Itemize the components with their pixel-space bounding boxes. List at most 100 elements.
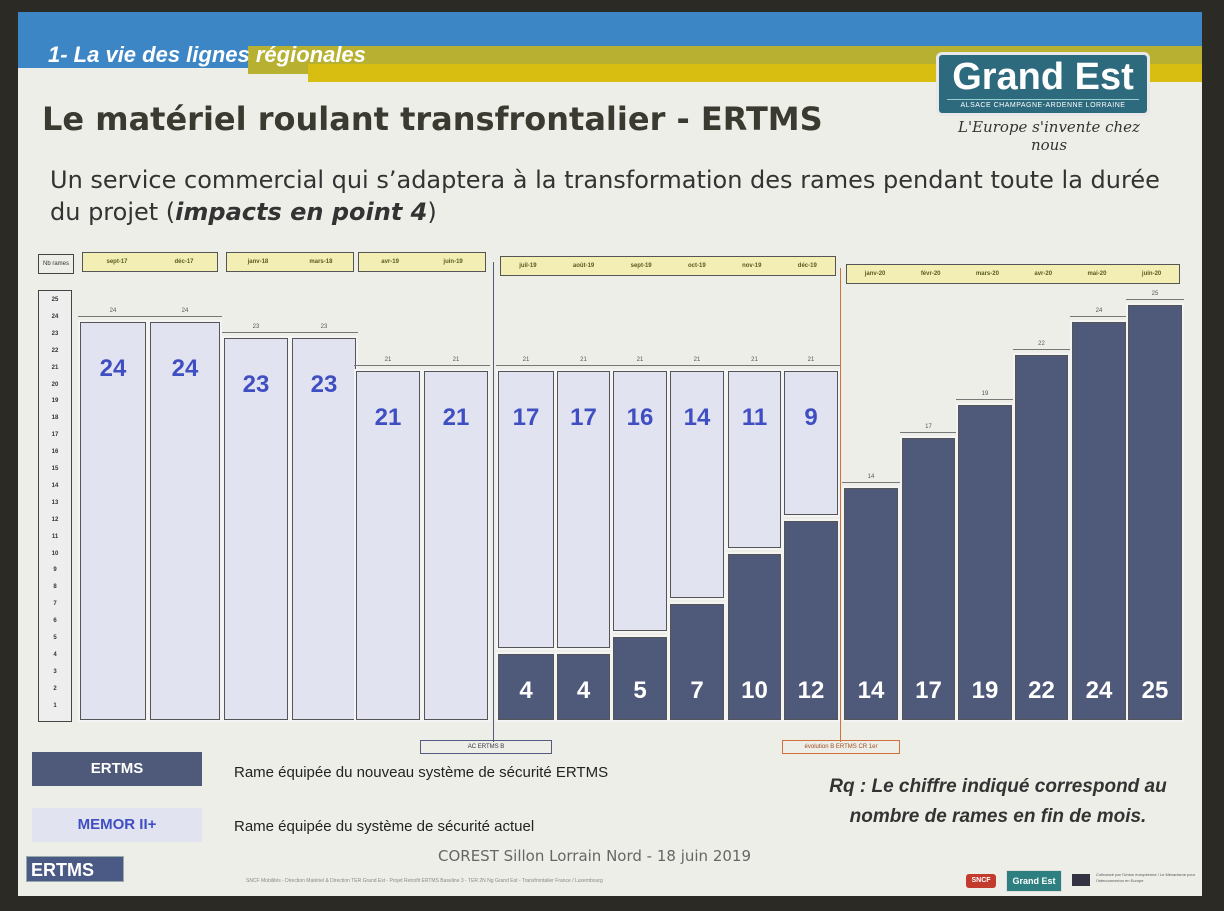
total-label: 24	[181, 307, 189, 314]
bar-memor: 21	[354, 369, 422, 722]
bar-value: 4	[576, 676, 591, 704]
y-tick: 14	[51, 482, 59, 489]
month-label: avr-20	[1034, 271, 1053, 277]
bar-value: 14	[683, 404, 711, 432]
total-label: 21	[751, 357, 758, 364]
bar-memor: 24	[148, 319, 222, 722]
month-label: août-19	[572, 263, 595, 269]
month-label: juil-19	[519, 263, 537, 269]
bar-value: 24	[171, 354, 199, 382]
footer-event: COREST Sillon Lorrain Nord - 18 juin 201…	[438, 847, 752, 865]
y-tick: 1	[53, 702, 57, 709]
section-title: 1- La vie des lignes régionales	[48, 42, 366, 67]
bar-value: 17	[570, 404, 597, 432]
month-label: avr-19	[381, 259, 399, 265]
marker-line-evolution	[840, 268, 841, 742]
y-axis-title: Nb rames	[38, 254, 74, 274]
bar-memor: 9	[782, 369, 840, 517]
bar-value: 23	[242, 371, 270, 399]
bar-ertms: 10	[726, 552, 783, 722]
bar-value: 16	[626, 404, 654, 432]
month-group: juil-19 août-19 sept-19 oct-19 nov-19 déc-19	[500, 256, 836, 276]
ertms-logo: ERTMS	[26, 856, 124, 882]
logo-slogan: L'Europe s'invente chez nous	[958, 118, 1140, 154]
y-tick: 11	[51, 533, 59, 540]
month-label: mars-20	[975, 271, 999, 277]
month-label: oct-19	[688, 263, 706, 269]
y-tick: 6	[53, 618, 57, 625]
bar-memor: 23	[290, 336, 358, 722]
month-group: janv-18 mars-18	[226, 252, 354, 272]
month-label: déc-17	[174, 259, 194, 265]
bar-ertms: 4	[555, 651, 612, 722]
total-line	[1013, 348, 1070, 350]
bar-ertms: 24	[1070, 319, 1128, 722]
total-label: 21	[384, 357, 392, 364]
total-line	[290, 332, 358, 334]
month-label: juin-19	[443, 259, 463, 265]
bar-ertms: 17	[900, 435, 957, 722]
legend-swatch-memor: MEMOR II+	[32, 808, 202, 842]
logo-name: Grand Est	[952, 56, 1134, 98]
grand-est-logo: Grand Est ALSACE CHAMPAGNE-ARDENNE LORRA…	[936, 52, 1150, 116]
total-line	[726, 365, 783, 367]
total-label: 21	[452, 357, 460, 364]
bar-value: 24	[99, 354, 127, 382]
bar-ertms: 7	[668, 601, 726, 722]
bar-value: 5	[633, 677, 647, 704]
bar-ertms: 4	[496, 651, 556, 722]
total-line	[956, 398, 1014, 400]
total-label: 21	[807, 357, 815, 364]
total-line	[222, 332, 290, 334]
y-tick: 16	[51, 449, 59, 456]
bar-value: 23	[310, 371, 338, 399]
total-label: 24	[109, 307, 117, 314]
total-label: 22	[1038, 340, 1045, 347]
bar-ertms: 12	[782, 518, 840, 722]
total-label: 21	[522, 357, 530, 364]
y-tick: 15	[51, 466, 59, 472]
total-line	[782, 365, 840, 367]
annotation-evolution: évolution B ERTMS CR 1er	[782, 740, 900, 754]
month-label: mars-18	[309, 259, 333, 265]
note-line-2: nombre de rames en fin de mois.	[849, 806, 1147, 827]
y-tick: 20	[51, 381, 59, 388]
subtitle-emphasis: impacts en point 4	[175, 198, 428, 226]
total-line	[1126, 299, 1184, 300]
eu-text: Cofinancé par l'Union européenne / Le Mé…	[1096, 872, 1196, 883]
bar-value: 12	[797, 676, 825, 704]
page-title: Le matériel roulant transfrontalier - ER…	[42, 100, 823, 138]
y-tick: 10	[51, 550, 59, 557]
note-line-1: Rq : Le chiffre indiqué correspond au	[829, 776, 1167, 797]
total-line	[611, 365, 669, 367]
y-tick: 17	[51, 432, 59, 439]
month-group: sept-17 déc-17	[82, 252, 218, 272]
bar-value: 17	[512, 404, 540, 432]
y-tick: 4	[53, 651, 57, 658]
annotation-ac-ertms: AC ERTMS B	[420, 740, 552, 754]
marker-line-ac	[493, 262, 494, 742]
footer-small-text: SNCF Mobilités - Direction Matériel & Di…	[246, 878, 603, 884]
y-tick: 24	[51, 313, 59, 320]
bar-ertms: 22	[1013, 352, 1070, 722]
total-line	[496, 365, 556, 367]
bar-value: 9	[804, 404, 818, 432]
y-tick: 21	[51, 364, 59, 371]
month-group: janv-20 févr-20 mars-20 avr-20 mai-20 juin-20	[846, 264, 1180, 284]
bar-value: 17	[915, 676, 942, 704]
y-tick: 22	[51, 347, 59, 354]
month-group: avr-19 juin-19	[358, 252, 486, 272]
bar-memor: 11	[726, 369, 783, 550]
note: Rq : Le chiffre indiqué correspond au no…	[788, 772, 1202, 832]
total-label: 14	[867, 473, 875, 480]
month-label: févr-20	[920, 271, 941, 277]
total-line	[555, 365, 612, 367]
y-tick: 5	[53, 635, 57, 641]
y-tick: 19	[51, 398, 59, 405]
y-tick: 7	[53, 601, 57, 608]
y-tick: 13	[51, 499, 59, 506]
legend-swatch-ertms: ERTMS	[32, 752, 202, 786]
month-label: sept-17	[106, 259, 128, 265]
total-line	[1070, 315, 1128, 317]
y-axis: 25 24 23 22 21 20 19 18 17 16 15 14 13 12 11 10 9 8 7 6 5 4 3 2…	[38, 290, 72, 722]
